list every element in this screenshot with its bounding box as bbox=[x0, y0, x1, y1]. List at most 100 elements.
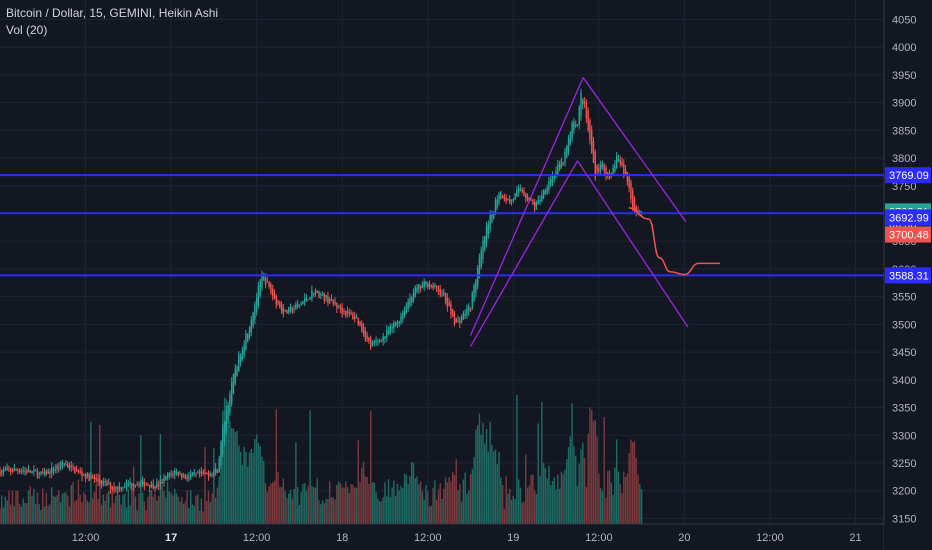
price-tick-label: 3500 bbox=[892, 319, 916, 331]
volume-bar bbox=[17, 490, 19, 524]
volume-bar bbox=[334, 499, 336, 524]
volume-bar bbox=[316, 478, 318, 524]
candle-body bbox=[8, 468, 10, 470]
candle-body bbox=[592, 141, 595, 163]
candle-body bbox=[346, 311, 349, 314]
candle-body bbox=[177, 471, 179, 476]
volume-bar bbox=[336, 484, 338, 524]
candle-body bbox=[84, 474, 87, 480]
volume-bar bbox=[132, 466, 135, 524]
volume-bar bbox=[541, 401, 543, 524]
volume-bar bbox=[450, 481, 452, 524]
volume-bar bbox=[377, 498, 379, 524]
candle-body bbox=[26, 470, 28, 473]
candle-body bbox=[505, 198, 507, 202]
candle-body bbox=[316, 290, 318, 293]
candle-body bbox=[296, 304, 299, 307]
candle-body bbox=[451, 309, 454, 317]
volume-bar bbox=[557, 474, 559, 524]
candle-body bbox=[555, 171, 557, 177]
candle-body bbox=[170, 473, 172, 476]
volume-bar bbox=[451, 472, 454, 524]
candle-body bbox=[466, 307, 468, 316]
candle-body bbox=[389, 325, 392, 333]
candle-body bbox=[38, 472, 40, 475]
candle-body bbox=[266, 281, 269, 283]
volume-bar bbox=[446, 482, 449, 524]
candle-body bbox=[239, 355, 242, 363]
volume-indicator-label[interactable]: Vol (20) bbox=[6, 23, 48, 37]
channel-trend-line[interactable] bbox=[469, 160, 579, 347]
symbol-title[interactable]: Bitcoin / Dollar, 15, GEMINI, Heikin Ash… bbox=[6, 6, 219, 20]
candle-body bbox=[482, 240, 484, 259]
volume-bar bbox=[104, 500, 106, 524]
volume-bar bbox=[270, 483, 272, 524]
candle-body bbox=[468, 305, 470, 312]
candle-body bbox=[473, 284, 475, 301]
candle-body bbox=[362, 327, 365, 335]
volume-bar bbox=[621, 493, 623, 524]
volume-bar bbox=[330, 497, 333, 524]
candle-body bbox=[612, 167, 614, 175]
volume-bar bbox=[172, 495, 174, 524]
volume-bar bbox=[213, 448, 215, 524]
level-price-tag bbox=[885, 267, 931, 284]
channel-trend-line[interactable] bbox=[469, 77, 584, 336]
volume-bar bbox=[418, 484, 420, 524]
candle-body bbox=[382, 336, 384, 342]
candle-body bbox=[550, 179, 552, 186]
projection-curve[interactable] bbox=[628, 207, 721, 276]
volume-bar bbox=[359, 482, 361, 524]
candle-body bbox=[175, 471, 178, 473]
volume-bar bbox=[31, 495, 33, 524]
volume-bar bbox=[382, 497, 384, 524]
volume-bar bbox=[544, 468, 547, 524]
candle-body bbox=[435, 285, 438, 288]
volume-bar bbox=[266, 491, 269, 524]
candle-body bbox=[204, 472, 206, 474]
candle-body bbox=[516, 190, 518, 197]
volume-bar bbox=[405, 474, 408, 524]
volume-bar bbox=[373, 482, 375, 524]
volume-bar bbox=[216, 487, 219, 524]
volume-bar bbox=[86, 500, 89, 524]
candle-body bbox=[33, 469, 35, 472]
volume-bar bbox=[478, 413, 481, 524]
candle-body bbox=[91, 476, 94, 478]
candle-body bbox=[619, 160, 621, 164]
candle-body bbox=[161, 482, 163, 484]
candle-body bbox=[311, 290, 313, 299]
volume-bar bbox=[186, 490, 188, 524]
time-tick-label: 12:00 bbox=[756, 532, 784, 544]
candle-body bbox=[238, 353, 240, 372]
candle-body bbox=[156, 482, 158, 488]
volume-bar bbox=[58, 490, 60, 524]
candle-body bbox=[530, 199, 532, 201]
volume-bar bbox=[380, 501, 383, 524]
candle-body bbox=[136, 484, 138, 486]
volume-bar bbox=[491, 444, 493, 524]
volume-bar bbox=[573, 446, 575, 524]
volume-bar bbox=[439, 483, 441, 524]
candle-body bbox=[509, 199, 511, 204]
volume-bar bbox=[391, 487, 393, 524]
volume-bar bbox=[501, 485, 504, 524]
candle-body bbox=[443, 292, 445, 295]
candle-body bbox=[2, 469, 5, 473]
candle-body bbox=[378, 341, 381, 343]
volume-bar bbox=[198, 510, 201, 524]
volume-bar bbox=[11, 490, 14, 524]
candle-body bbox=[232, 374, 235, 393]
candle-body bbox=[106, 481, 108, 486]
volume-bar bbox=[612, 494, 614, 524]
volume-bar bbox=[525, 454, 527, 524]
candle-body bbox=[273, 292, 276, 299]
channel-trend-line[interactable] bbox=[582, 77, 687, 223]
volume-bar bbox=[252, 452, 254, 524]
volume-bar bbox=[248, 452, 251, 524]
candle-body bbox=[630, 182, 632, 200]
volume-bar bbox=[111, 485, 113, 524]
candle-body bbox=[248, 327, 251, 338]
channel-trend-line[interactable] bbox=[576, 160, 689, 328]
